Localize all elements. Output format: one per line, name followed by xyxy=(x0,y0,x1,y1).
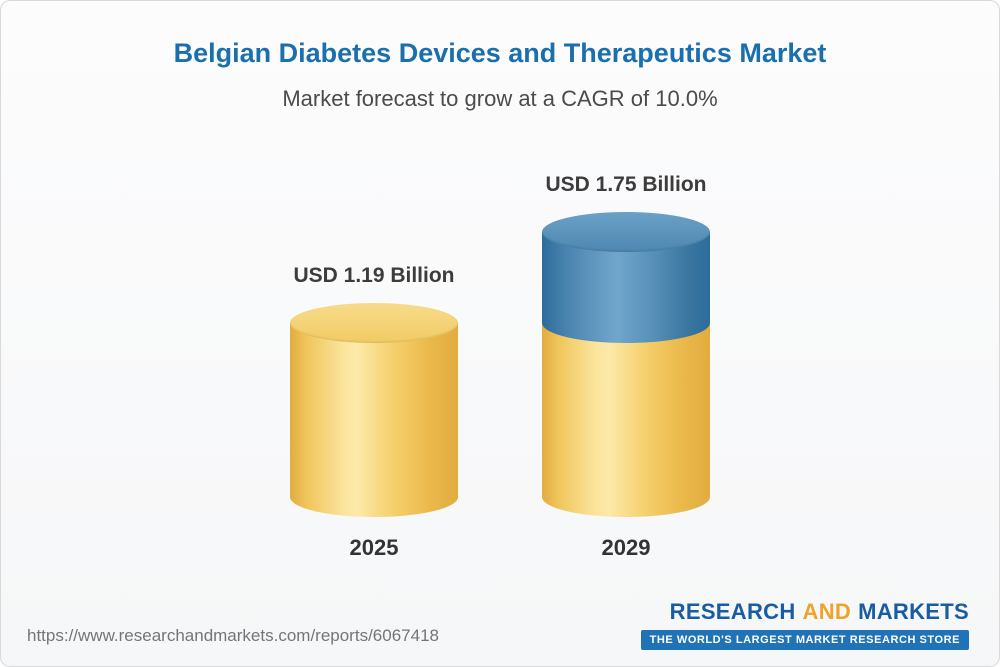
cylinder-2025 xyxy=(290,303,458,517)
logo-word-research: RESEARCH xyxy=(669,599,796,624)
logo-word-markets: MARKETS xyxy=(858,599,969,624)
research-and-markets-logo: RESEARCH AND MARKETS THE WORLD'S LARGEST… xyxy=(640,599,969,650)
logo-tagline: THE WORLD'S LARGEST MARKET RESEARCH STOR… xyxy=(640,630,969,650)
cylinder-top-ellipse xyxy=(542,212,710,252)
year-label-2029: 2029 xyxy=(601,535,651,560)
report-url-link[interactable]: https://www.researchandmarkets.com/repor… xyxy=(27,626,439,645)
value-label-2025: USD 1.19 Billion xyxy=(293,264,455,287)
logo-wordmark: RESEARCH AND MARKETS xyxy=(641,599,969,625)
value-label-2029: USD 1.75 Billion xyxy=(545,173,707,196)
chart-title: Belgian Diabetes Devices and Therapeutic… xyxy=(173,38,827,68)
bar-group-2029: USD 1.75 Billion 2029 xyxy=(542,172,710,561)
cylinder-top-ellipse xyxy=(290,303,458,343)
footer: https://www.researchandmarkets.com/repor… xyxy=(1,599,999,666)
cylinder-2029 xyxy=(542,212,710,517)
segment-base xyxy=(542,323,710,517)
logo-word-and: AND xyxy=(802,599,852,624)
year-label-2025: 2025 xyxy=(349,535,399,560)
segment-base xyxy=(290,323,458,517)
chart-subtitle: Market forecast to grow at a CAGR of 10.… xyxy=(282,86,718,111)
bar-chart: USD 1.19 Billion 2025 USD 1.75 Billion 2… xyxy=(1,172,999,561)
bar-group-2025: USD 1.19 Billion 2025 xyxy=(290,263,458,561)
chart-header: Belgian Diabetes Devices and Therapeutic… xyxy=(1,1,999,112)
